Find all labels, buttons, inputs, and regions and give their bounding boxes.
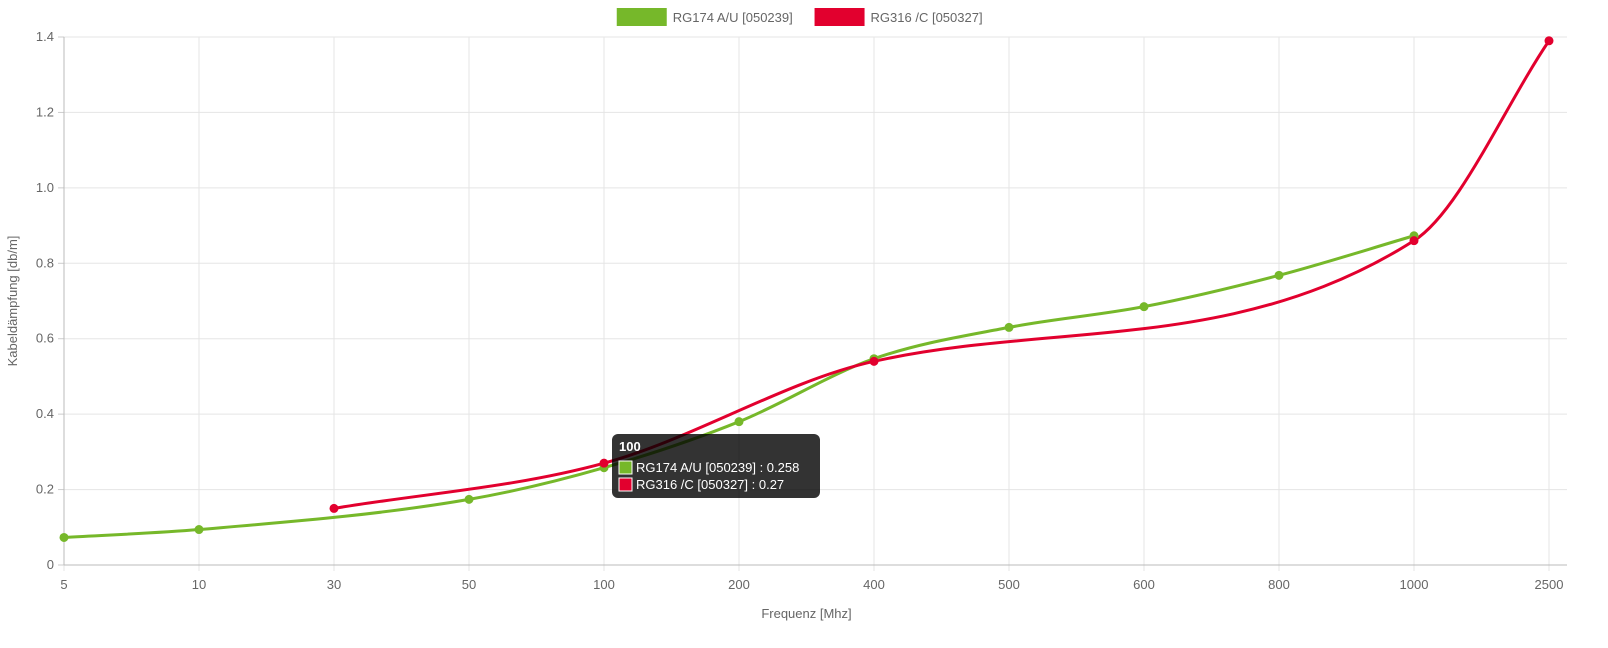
x-tick-label: 200 (728, 577, 750, 592)
tooltip-line: RG316 /C [050327] : 0.27 (636, 477, 784, 492)
data-points (59, 36, 1554, 542)
tooltip-box (612, 434, 820, 498)
x-tick-label: 10 (192, 577, 206, 592)
data-point[interactable] (59, 532, 69, 542)
tooltip-swatch (618, 477, 633, 492)
legend-item-1[interactable]: RG316 /C [050327] (814, 8, 983, 26)
x-tick-label: 1000 (1400, 577, 1429, 592)
legend-label: RG316 /C [050327] (871, 10, 983, 25)
series-line-1 (332, 39, 1551, 510)
data-point[interactable] (869, 356, 879, 366)
legend[interactable]: RG174 A/U [050239] RG316 /C [050327] (616, 8, 983, 26)
data-point[interactable] (329, 503, 339, 513)
y-tick-label: 1.4 (36, 29, 54, 44)
data-point[interactable] (1274, 270, 1284, 280)
y-tick-label: 1.2 (36, 104, 54, 119)
x-tick-label: 100 (593, 577, 615, 592)
x-tick-label: 5 (60, 577, 67, 592)
legend-item-0[interactable]: RG174 A/U [050239] (616, 8, 793, 26)
x-tick-label: 500 (998, 577, 1020, 592)
data-point[interactable] (1139, 302, 1149, 312)
y-tick-label: 1.0 (36, 180, 54, 195)
series-lines (62, 39, 1551, 539)
tooltip-title: 100 (619, 439, 641, 454)
y-tick-label: 0 (47, 557, 54, 572)
data-point[interactable] (194, 525, 204, 535)
data-point[interactable] (1004, 322, 1014, 332)
data-point[interactable] (1409, 236, 1419, 246)
tooltip-line: RG174 A/U [050239] : 0.258 (636, 460, 799, 475)
data-point[interactable] (599, 458, 609, 468)
axes: 0 0.2 0.4 0.6 0.8 1.0 1.2 1.4 5 10 30 50 100 200 400 50… (5, 29, 1567, 621)
x-tick-label: 50 (462, 577, 476, 592)
y-tick-label: 0.6 (36, 331, 54, 346)
x-tick-label: 800 (1268, 577, 1290, 592)
x-tick-label: 400 (863, 577, 885, 592)
legend-swatch (616, 8, 667, 26)
legend-swatch (814, 8, 865, 26)
x-tick-label: 2500 (1535, 577, 1564, 592)
x-tick-label: 30 (327, 577, 341, 592)
x-axis-title: Frequenz [Mhz] (761, 606, 851, 621)
data-point[interactable] (1544, 36, 1554, 46)
y-tick-label: 0.8 (36, 255, 54, 270)
data-point[interactable] (734, 417, 744, 427)
tooltip: 100 RG174 A/U [050239] : 0.258 RG316 /C [0… (612, 434, 820, 498)
y-axis-title: Kabeldämpfung [db/m] (5, 236, 20, 367)
legend-label: RG174 A/U [050239] (673, 10, 793, 25)
tooltip-swatch (618, 460, 633, 475)
x-tick-label: 600 (1133, 577, 1155, 592)
y-tick-label: 0.4 (36, 406, 54, 421)
y-tick-label: 0.2 (36, 482, 54, 497)
series-line-0 (62, 234, 1416, 539)
data-point[interactable] (464, 494, 474, 504)
